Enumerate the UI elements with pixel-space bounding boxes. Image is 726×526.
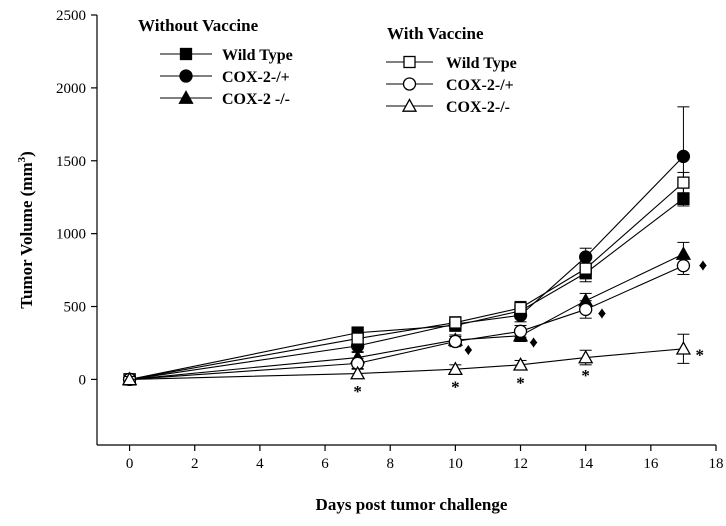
legend-heading-without: Without Vaccine	[138, 16, 259, 35]
legend-marker	[179, 47, 193, 61]
data-point	[447, 361, 463, 376]
series-line	[129, 265, 684, 380]
y-tick-label: 0	[79, 372, 87, 388]
data-point	[677, 176, 690, 189]
significance-diamond: ♦	[464, 340, 473, 359]
x-tick-label: 10	[448, 456, 463, 472]
legend-marker	[179, 69, 193, 83]
y-axis-title: Tumor Volume (mm3)	[16, 151, 36, 309]
legend-item: COX-2-/+	[386, 77, 514, 94]
x-tick-label: 14	[578, 456, 594, 472]
y-tick-label: 1500	[56, 154, 86, 170]
legend-label: COX-2-/+	[446, 77, 514, 94]
y-tick-label: 2000	[56, 81, 86, 97]
x-tick-label: 18	[709, 456, 724, 472]
data-point	[579, 302, 593, 317]
x-tick-label: 16	[643, 456, 659, 472]
y-tick-label: 1000	[56, 227, 86, 243]
significance-diamond: ♦	[529, 333, 538, 352]
data-point	[350, 365, 366, 380]
data-point	[676, 259, 691, 273]
legend-label: Wild Type	[446, 55, 517, 72]
legend-label: COX-2-/+	[222, 69, 290, 86]
x-tick-label: 12	[513, 456, 528, 472]
series-line	[129, 348, 684, 380]
x-tick-label: 6	[321, 456, 329, 472]
x-tick-label: 8	[386, 456, 394, 472]
significance-diamond: ♦	[699, 255, 708, 274]
significance-asterisk: *	[581, 366, 590, 385]
series-with-triangle	[121, 333, 692, 386]
x-tick-label: 0	[126, 456, 134, 472]
x-axis-title: Days post tumor challenge	[316, 495, 508, 514]
data-point	[579, 262, 592, 275]
significance-asterisk: *	[695, 346, 704, 365]
y-tick-label: 500	[64, 300, 87, 316]
x-tick-label: 4	[256, 456, 264, 472]
series-line	[129, 156, 684, 380]
data-point	[578, 349, 594, 364]
legend-label: Wild Type	[222, 47, 293, 64]
legend-item: COX-2 -/-	[160, 90, 290, 108]
y-axis-title-superscript: 3	[16, 156, 28, 162]
legend-item: COX-2-/+	[160, 69, 290, 86]
series-without-circle	[122, 106, 691, 387]
y-axis-title-close: )	[17, 151, 36, 157]
legend-heading-with: With Vaccine	[387, 24, 484, 43]
data-point	[513, 324, 528, 338]
plot-area	[121, 106, 692, 387]
significance-asterisk: *	[516, 373, 525, 392]
legend-item: Wild Type	[160, 47, 293, 64]
data-point	[448, 334, 463, 349]
y-tick-label: 2500	[56, 8, 86, 24]
legend-item: Wild Type	[386, 55, 517, 72]
series-with-circle	[122, 256, 691, 387]
data-point	[121, 371, 138, 386]
data-point	[514, 301, 527, 315]
significance-asterisk: *	[353, 382, 362, 401]
legend-marker	[178, 90, 194, 104]
legend-marker	[402, 77, 417, 91]
axes: 0 500 1000 1500 2000 2500 0 2 4 6 8 10 12 14 16 18	[56, 8, 724, 472]
data-point	[449, 316, 462, 329]
significance-asterisk: *	[451, 378, 460, 397]
data-point	[675, 340, 692, 355]
x-tick-label: 2	[191, 456, 199, 472]
series-with-square	[123, 171, 690, 386]
legend: Without Vaccine Wild Type COX-2-/+ COX-2 -/…	[138, 16, 517, 116]
significance-diamond: ♦	[598, 303, 607, 322]
legend-label: COX-2-/-	[446, 99, 510, 116]
y-axis-title-main: Tumor Volume (mm	[17, 162, 36, 308]
legend-label: COX-2 -/-	[222, 91, 290, 108]
data-point	[512, 356, 529, 371]
data-point	[676, 149, 691, 164]
series-line	[129, 198, 684, 380]
data-point	[351, 332, 364, 345]
legend-marker	[403, 55, 416, 69]
annotations: * * * **♦ ♦♦♦	[353, 255, 707, 401]
series-line	[129, 182, 684, 380]
legend-marker	[401, 98, 418, 112]
series-line	[129, 253, 684, 380]
legend-item: COX-2-/-	[386, 98, 510, 116]
